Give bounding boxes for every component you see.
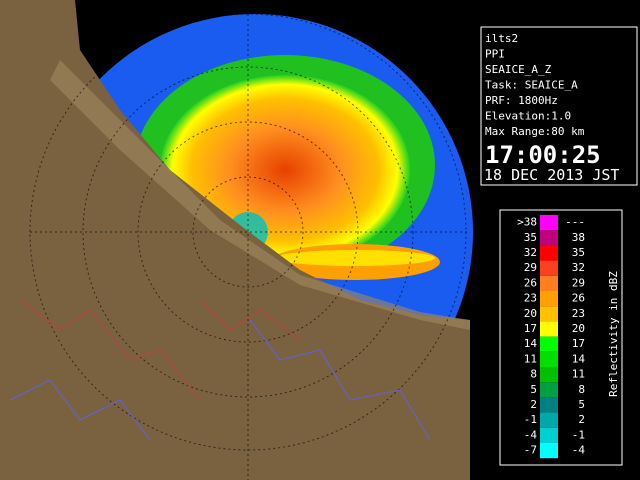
range-high: 35 bbox=[572, 246, 585, 259]
color-swatch bbox=[540, 397, 558, 413]
range-low: 23 bbox=[524, 292, 537, 305]
info-line: Elevation:1.0 bbox=[485, 110, 571, 123]
info-line: Task: SEAICE_A bbox=[485, 79, 578, 92]
range-low: 8 bbox=[530, 368, 537, 381]
range-low: 2 bbox=[530, 398, 537, 411]
range-high: 26 bbox=[572, 292, 585, 305]
range-low: 35 bbox=[524, 231, 537, 244]
date: 18 DEC 2013 JST bbox=[484, 166, 619, 184]
range-high: 23 bbox=[572, 307, 585, 320]
range-low: -1 bbox=[524, 413, 537, 426]
range-high: -1 bbox=[572, 428, 585, 441]
color-swatch bbox=[540, 321, 558, 337]
colorbar-panel bbox=[499, 209, 623, 466]
info-line: SEAICE_A_Z bbox=[485, 63, 552, 76]
color-swatch bbox=[540, 306, 558, 322]
color-swatch bbox=[540, 275, 558, 291]
color-swatch bbox=[540, 245, 558, 261]
color-swatch bbox=[540, 443, 558, 459]
range-high: 2 bbox=[578, 413, 585, 426]
color-swatch bbox=[540, 215, 558, 231]
range-low: 32 bbox=[524, 246, 537, 259]
info-line: ilts2 bbox=[485, 32, 518, 45]
radar-map bbox=[0, 0, 473, 480]
range-low: >38 bbox=[517, 216, 537, 229]
range-high: 38 bbox=[572, 231, 585, 244]
range-low: 17 bbox=[524, 322, 537, 335]
range-high: 20 bbox=[572, 322, 585, 335]
range-low: 29 bbox=[524, 261, 537, 274]
range-high: 17 bbox=[572, 337, 585, 350]
time: 17:00:25 bbox=[485, 141, 601, 169]
range-low: 5 bbox=[530, 383, 537, 396]
range-low: -4 bbox=[524, 428, 538, 441]
range-low: -7 bbox=[524, 444, 537, 457]
range-high: 14 bbox=[572, 352, 586, 365]
info-line: PRF: 1800Hz bbox=[485, 94, 558, 107]
color-swatch bbox=[540, 260, 558, 276]
range-high: --- bbox=[565, 216, 585, 229]
range-high: 8 bbox=[578, 383, 585, 396]
range-high: 11 bbox=[572, 368, 585, 381]
colorbar-label: Reflectivity in dBZ bbox=[607, 271, 620, 397]
info-panel bbox=[480, 26, 638, 186]
color-swatch bbox=[540, 382, 558, 398]
range-high: -4 bbox=[572, 444, 586, 457]
color-swatch bbox=[540, 230, 558, 246]
color-swatch bbox=[540, 291, 558, 307]
range-high: 29 bbox=[572, 276, 585, 289]
range-low: 20 bbox=[524, 307, 537, 320]
range-low: 14 bbox=[524, 337, 538, 350]
color-swatch bbox=[540, 351, 558, 367]
range-low: 11 bbox=[524, 352, 537, 365]
range-low: 26 bbox=[524, 276, 537, 289]
info-line: Max Range:80 km bbox=[485, 125, 585, 138]
info-line: PPI bbox=[485, 48, 505, 61]
color-swatch bbox=[540, 427, 558, 443]
color-swatch bbox=[540, 336, 558, 352]
range-high: 32 bbox=[572, 261, 585, 274]
color-swatch bbox=[540, 412, 558, 428]
color-swatch bbox=[540, 367, 558, 383]
range-high: 5 bbox=[578, 398, 585, 411]
